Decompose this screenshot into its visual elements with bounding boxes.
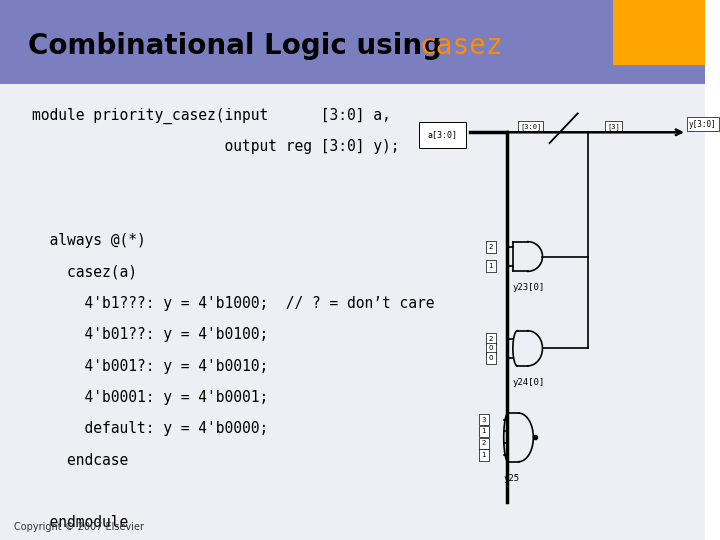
FancyBboxPatch shape — [0, 84, 705, 540]
Text: endcase: endcase — [32, 453, 128, 468]
Text: 4'b001?: y = 4'b0010;: 4'b001?: y = 4'b0010; — [32, 359, 268, 374]
Text: endmodule: endmodule — [32, 515, 128, 530]
Text: default: y = 4'b0000;: default: y = 4'b0000; — [32, 421, 268, 436]
Text: 1: 1 — [482, 452, 486, 458]
Text: 4'b01??: y = 4'b0100;: 4'b01??: y = 4'b0100; — [32, 327, 268, 342]
Text: y25: y25 — [504, 474, 520, 483]
Text: y23[0]: y23[0] — [513, 283, 545, 292]
Text: y[3:0]: y[3:0] — [689, 120, 717, 129]
Text: a[3:0]: a[3:0] — [428, 131, 458, 139]
Text: 2: 2 — [489, 244, 493, 250]
Text: 2: 2 — [489, 335, 493, 342]
Text: 4'b0001: y = 4'b0001;: 4'b0001: y = 4'b0001; — [32, 390, 268, 405]
Text: 1: 1 — [482, 428, 486, 435]
Text: 2: 2 — [482, 440, 486, 447]
Text: casez(a): casez(a) — [32, 265, 137, 280]
Text: 0: 0 — [489, 355, 493, 361]
Text: 0: 0 — [489, 345, 493, 352]
Text: Combinational Logic using: Combinational Logic using — [28, 32, 452, 60]
Text: 1: 1 — [489, 263, 493, 269]
Text: y24[0]: y24[0] — [513, 378, 545, 387]
Text: output reg [3:0] y);: output reg [3:0] y); — [32, 139, 399, 154]
Text: Copyright © 2007 Elsevier: Copyright © 2007 Elsevier — [14, 522, 144, 532]
FancyBboxPatch shape — [0, 0, 705, 84]
Text: module priority_casez(input      [3:0] a,: module priority_casez(input [3:0] a, — [32, 108, 390, 124]
FancyBboxPatch shape — [613, 0, 705, 65]
Text: always @(*): always @(*) — [32, 233, 145, 248]
Text: 4'b1???: y = 4'b1000;  // ? = don’t care: 4'b1???: y = 4'b1000; // ? = don’t care — [32, 296, 434, 311]
Text: [3]: [3] — [607, 123, 620, 130]
Text: [3:0]: [3:0] — [520, 123, 541, 130]
Text: casez: casez — [419, 32, 503, 60]
Text: 3: 3 — [482, 416, 486, 423]
